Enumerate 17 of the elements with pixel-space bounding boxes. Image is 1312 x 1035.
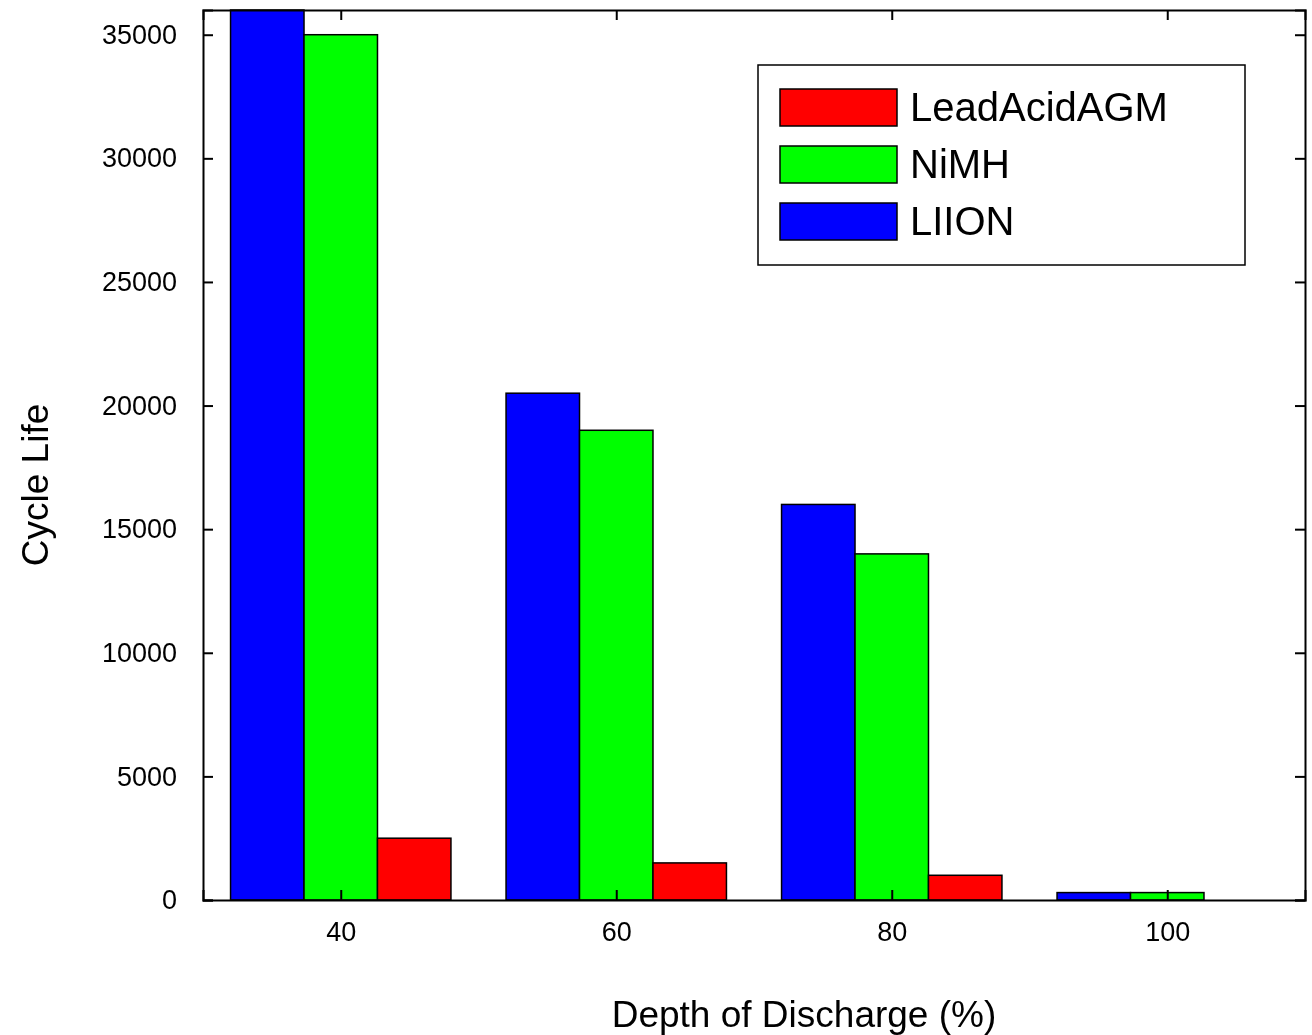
- x-tick-label: 80: [877, 917, 908, 948]
- x-axis-title: Depth of Discharge (%): [611, 994, 997, 1035]
- y-tick-label: 10000: [101, 637, 177, 668]
- y-tick-label: 35000: [101, 19, 177, 50]
- y-axis-title: Cycle Life: [15, 403, 56, 567]
- y-tick-label: 25000: [101, 267, 177, 298]
- y-tick-label: 0: [161, 885, 177, 916]
- x-tick-label: 100: [1145, 917, 1191, 948]
- y-tick-label: 15000: [101, 514, 177, 545]
- y-tick-label: 5000: [116, 761, 177, 792]
- x-tick-label: 40: [326, 917, 357, 948]
- legend-label: NiMH: [910, 142, 1010, 186]
- legend-label: LIION: [910, 199, 1015, 243]
- x-tick-label: 60: [601, 917, 632, 948]
- y-tick-label: 20000: [101, 390, 177, 421]
- y-tick-label: 30000: [101, 143, 177, 174]
- legend-label: LeadAcidAGM: [910, 85, 1168, 129]
